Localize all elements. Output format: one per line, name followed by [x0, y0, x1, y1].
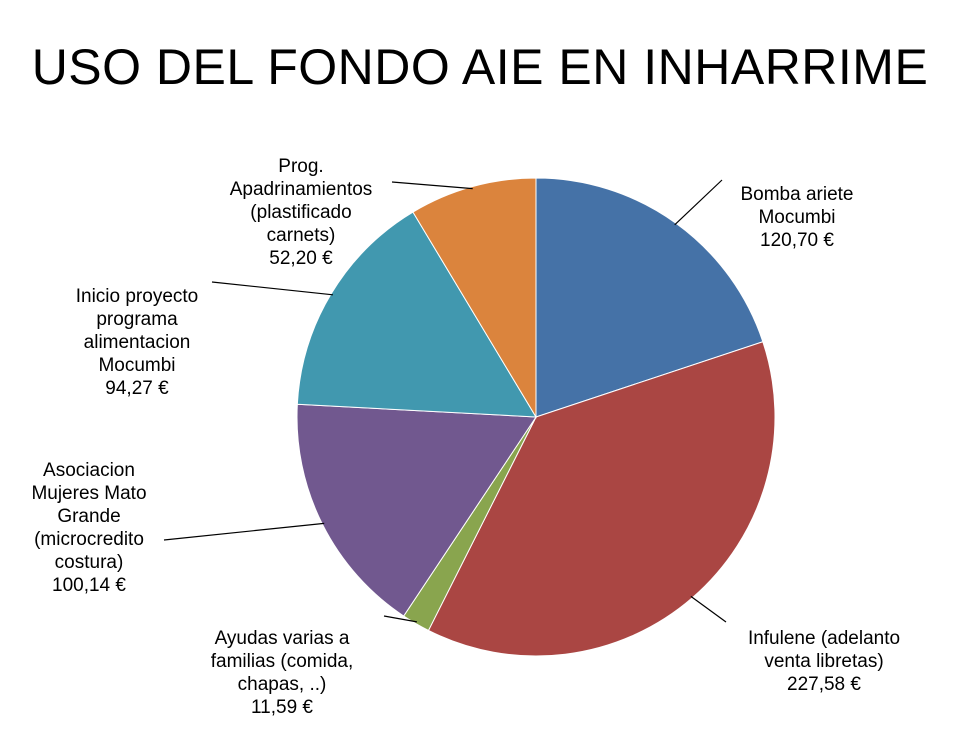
- slice-inicio-proyecto: [296, 211, 537, 418]
- pie-chart: [163, 177, 776, 657]
- slice-label-asociacion-mujeres: Asociacion Mujeres Mato Grande (microcre…: [31, 460, 147, 596]
- slice-label-inicio-proyecto: Inicio proyecto programa alimentacion Mo…: [75, 286, 199, 399]
- leader-line: [163, 522, 325, 541]
- leader-line: [383, 615, 417, 623]
- leader-line: [690, 595, 727, 623]
- slice-label-apadrinamientos: Prog. Apadrinamientos (plastificado carn…: [229, 156, 373, 269]
- page-title: USO DEL FONDO AIE EN INHARRIME: [31, 39, 929, 95]
- leader-line: [391, 181, 473, 190]
- slice-asociacion-mujeres: [296, 403, 537, 617]
- leader-line: [674, 179, 723, 226]
- leader-line: [211, 281, 333, 296]
- slice-label-ayudas-varias: Ayudas varias a familias (comida, chapas…: [210, 628, 354, 718]
- slice-apadrinamientos: [412, 177, 537, 419]
- slice-label-bomba-ariete: Bomba ariete Mocumbi 120,70 €: [740, 184, 854, 251]
- slice-label-infulene: Infulene (adelanto venta libretas) 227,5…: [747, 628, 901, 695]
